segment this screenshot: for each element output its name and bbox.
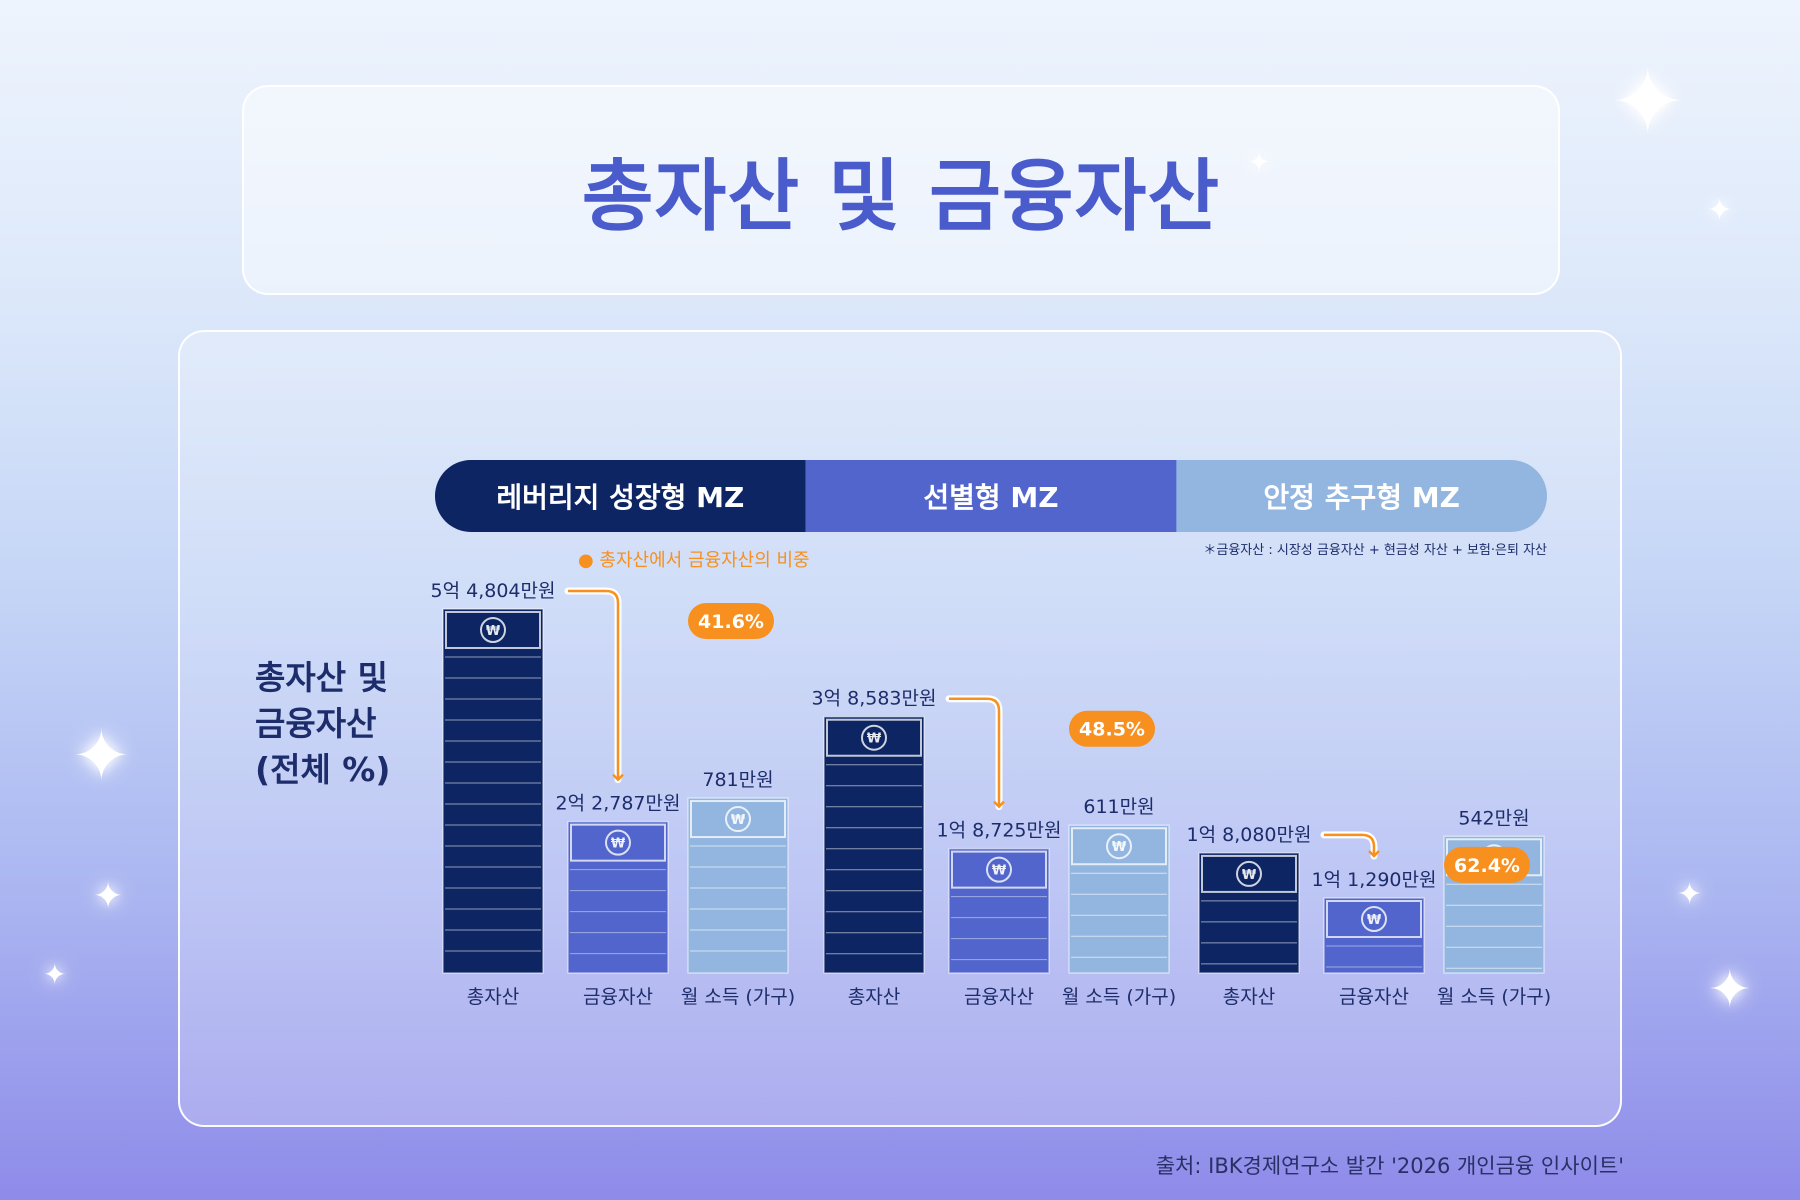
page-title: 총자산 및 금융자산 bbox=[581, 152, 1221, 242]
category-label: 금융자산 bbox=[964, 986, 1034, 1008]
category-label: 금융자산 bbox=[583, 986, 653, 1008]
value-label: 2억 2,787만원 bbox=[556, 793, 681, 815]
group-label: 레버리지 성장형 MZ bbox=[496, 481, 744, 514]
value-label: 781만원 bbox=[702, 769, 773, 791]
value-label: 1억 8,080만원 bbox=[1187, 824, 1312, 846]
share-pill bbox=[1444, 846, 1530, 883]
value-label: 542만원 bbox=[1458, 807, 1529, 829]
category-label: 월 소득 (가구) bbox=[1437, 986, 1551, 1008]
share-arrow bbox=[568, 589, 624, 782]
category-label: 금융자산 bbox=[1339, 986, 1409, 1008]
group-label: 안정 추구형 MZ bbox=[1263, 481, 1459, 514]
value-label: 1억 1,290만원 bbox=[1312, 869, 1437, 891]
source-text: 출처: IBK경제연구소 발간 '2026 개인금융 인사이트' bbox=[1155, 1154, 1624, 1178]
sparkle-decoration: ✦ bbox=[1610, 50, 1686, 155]
won-icon bbox=[861, 724, 887, 751]
won-icon bbox=[1236, 860, 1262, 887]
side-label-line: 금융자산 bbox=[255, 704, 377, 743]
category-label: 월 소득 (가구) bbox=[1062, 986, 1176, 1008]
sparkle-decoration: ✦ bbox=[1707, 193, 1733, 228]
legend-note: ● 총자산에서 금융자산의 비중 bbox=[578, 550, 810, 571]
sparkle-decoration: ✦ bbox=[1708, 960, 1752, 1020]
footnote: ＊금융자산 : 시장성 금융자산 + 현금성 자산 + 보험·은퇴 자산 bbox=[1203, 543, 1547, 558]
group-label: 선별형 MZ bbox=[923, 481, 1058, 514]
side-label-line: (전체 %) bbox=[255, 750, 391, 789]
side-label-line: 총자산 및 bbox=[255, 658, 388, 697]
won-symbol: ₩ bbox=[992, 864, 1007, 879]
share-label: 48.5% bbox=[1079, 719, 1145, 741]
sparkle-decoration: ✦ bbox=[93, 876, 124, 917]
group-band-segment bbox=[805, 460, 1177, 532]
category-label: 총자산 bbox=[1223, 986, 1275, 1008]
sparkle-decoration: ✦ bbox=[72, 715, 131, 797]
share-pill bbox=[1069, 710, 1155, 747]
arrow-halo bbox=[1320, 831, 1378, 860]
bar bbox=[823, 715, 925, 974]
category-label: 월 소득 (가구) bbox=[681, 986, 795, 1008]
value-label: 1억 8,725만원 bbox=[937, 820, 1062, 842]
won-symbol: ₩ bbox=[1242, 868, 1257, 883]
arrow-halo bbox=[564, 587, 622, 784]
share-label: 41.6% bbox=[698, 611, 764, 633]
won-icon bbox=[480, 617, 506, 643]
sparkle-decoration: ✦ bbox=[43, 958, 67, 991]
share-pill bbox=[688, 603, 774, 639]
sparkle-decoration: ✦ bbox=[1677, 877, 1703, 912]
won-icon bbox=[605, 829, 631, 856]
bar bbox=[442, 608, 544, 974]
won-icon bbox=[986, 856, 1012, 883]
arrow-halo bbox=[945, 695, 1003, 811]
share-arrow bbox=[949, 697, 1005, 809]
title-card: 총자산 및 금융자산 bbox=[242, 85, 1560, 295]
value-label: 611만원 bbox=[1083, 796, 1154, 818]
won-icon bbox=[1361, 906, 1387, 933]
side-label: 총자산 및 금융자산 (전체 %) bbox=[255, 655, 390, 793]
share-arrow bbox=[1324, 833, 1380, 858]
won-icon bbox=[725, 806, 751, 833]
value-label: 3억 8,583만원 bbox=[812, 688, 937, 710]
won-symbol: ₩ bbox=[731, 813, 746, 828]
sparkle-decoration: ✦ bbox=[1248, 148, 1270, 178]
won-symbol: ₩ bbox=[1367, 913, 1382, 928]
value-label: 5억 4,804만원 bbox=[431, 580, 556, 602]
group-band-segment bbox=[435, 460, 806, 532]
category-label: 총자산 bbox=[848, 986, 900, 1008]
category-label: 총자산 bbox=[467, 986, 519, 1008]
share-label: 62.4% bbox=[1454, 855, 1520, 877]
won-icon bbox=[1106, 833, 1132, 860]
won-symbol: ₩ bbox=[867, 732, 882, 747]
won-symbol: ₩ bbox=[611, 837, 626, 852]
won-symbol: ₩ bbox=[486, 624, 501, 639]
won-symbol: ₩ bbox=[1112, 840, 1127, 855]
